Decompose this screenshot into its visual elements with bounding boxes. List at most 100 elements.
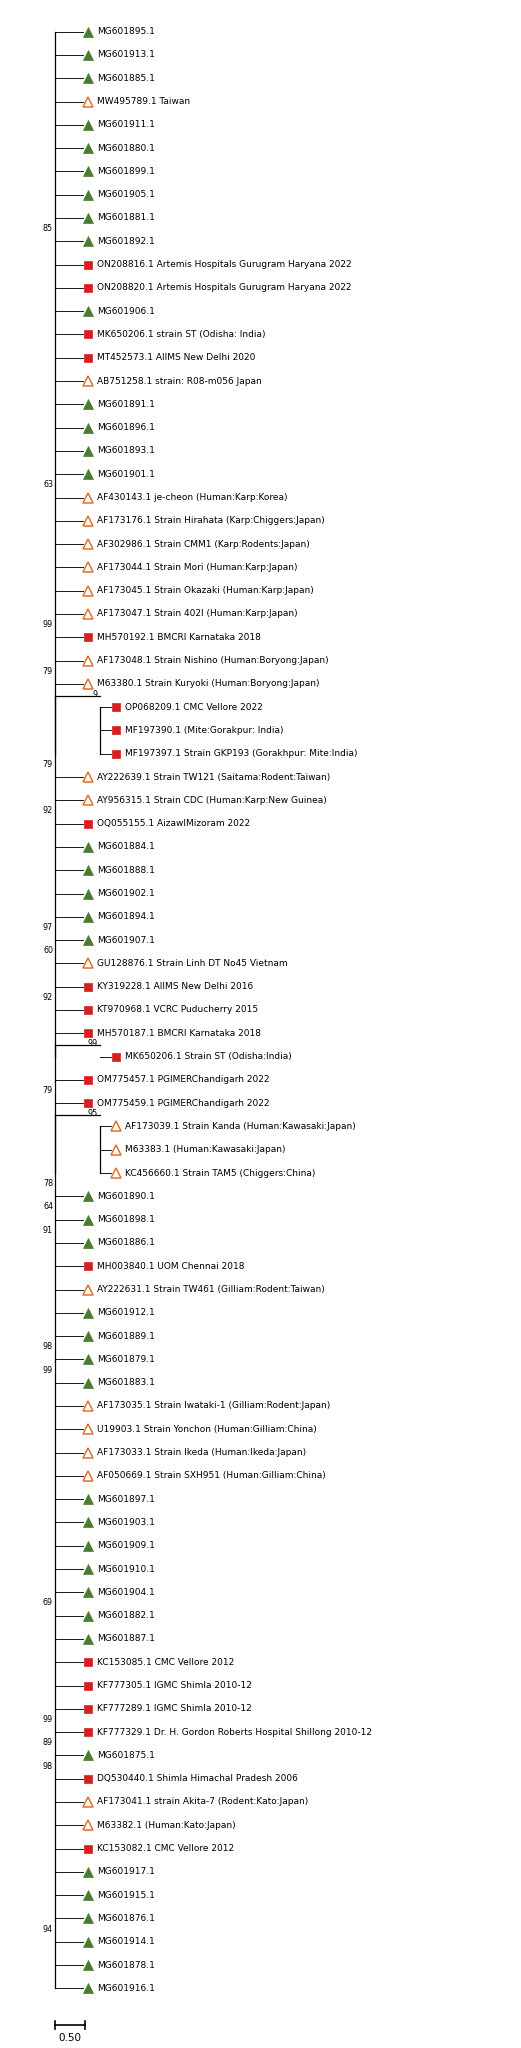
Text: 78: 78: [43, 1180, 53, 1188]
Text: M63383.1 (Human:Kawasaki:Japan): M63383.1 (Human:Kawasaki:Japan): [125, 1145, 286, 1155]
Text: OM775459.1 PGIMERChandigarh 2022: OM775459.1 PGIMERChandigarh 2022: [97, 1098, 269, 1108]
Text: KC456660.1 Strain TAM5 (Chiggers:China): KC456660.1 Strain TAM5 (Chiggers:China): [125, 1169, 315, 1178]
Text: AF302986.1 Strain CMM1 (Karp:Rodents:Japan): AF302986.1 Strain CMM1 (Karp:Rodents:Jap…: [97, 539, 310, 549]
Text: 94: 94: [43, 1925, 53, 1933]
Text: MG601884.1: MG601884.1: [97, 842, 155, 852]
Text: 98: 98: [43, 1341, 53, 1352]
Text: OQ055155.1 AizawlMizoram 2022: OQ055155.1 AizawlMizoram 2022: [97, 819, 250, 827]
Text: KC153082.1 CMC Vellore 2012: KC153082.1 CMC Vellore 2012: [97, 1843, 234, 1853]
Text: MG601880.1: MG601880.1: [97, 143, 155, 154]
Text: MF197397.1 Strain GKP193 (Gorakhpur: Mite:India): MF197397.1 Strain GKP193 (Gorakhpur: Mit…: [125, 750, 357, 758]
Text: AF173044.1 Strain Mori (Human:Karp:Japan): AF173044.1 Strain Mori (Human:Karp:Japan…: [97, 563, 297, 571]
Text: AB751258.1 strain: R08-m056 Japan: AB751258.1 strain: R08-m056 Japan: [97, 377, 262, 385]
Text: AY222631.1 Strain TW461 (Gilliam:Rodent:Taiwan): AY222631.1 Strain TW461 (Gilliam:Rodent:…: [97, 1284, 325, 1294]
Text: MG601890.1: MG601890.1: [97, 1192, 155, 1200]
Text: MG601897.1: MG601897.1: [97, 1495, 155, 1503]
Text: MG601896.1: MG601896.1: [97, 424, 155, 432]
Text: MG601881.1: MG601881.1: [97, 213, 155, 223]
Text: 89: 89: [43, 1739, 53, 1747]
Text: MG601907.1: MG601907.1: [97, 936, 155, 944]
Text: MK650206.1 strain ST (Odisha: India): MK650206.1 strain ST (Odisha: India): [97, 330, 266, 340]
Text: AF173033.1 Strain Ikeda (Human:Ikeda:Japan): AF173033.1 Strain Ikeda (Human:Ikeda:Jap…: [97, 1448, 306, 1456]
Text: MG601879.1: MG601879.1: [97, 1356, 155, 1364]
Text: MG601885.1: MG601885.1: [97, 74, 155, 82]
Text: MG601913.1: MG601913.1: [97, 51, 155, 59]
Text: ON208820.1 Artemis Hospitals Gurugram Haryana 2022: ON208820.1 Artemis Hospitals Gurugram Ha…: [97, 283, 352, 293]
Text: MG601876.1: MG601876.1: [97, 1915, 155, 1923]
Text: 79: 79: [43, 668, 53, 676]
Text: 85: 85: [43, 223, 53, 233]
Text: MG601894.1: MG601894.1: [97, 911, 155, 922]
Text: KC153085.1 CMC Vellore 2012: KC153085.1 CMC Vellore 2012: [97, 1657, 234, 1667]
Text: MG601916.1: MG601916.1: [97, 1985, 155, 1993]
Text: KF777329.1 Dr. H. Gordon Roberts Hospital Shillong 2010-12: KF777329.1 Dr. H. Gordon Roberts Hospita…: [97, 1729, 372, 1737]
Text: MH570187.1 BMCRI Karnataka 2018: MH570187.1 BMCRI Karnataka 2018: [97, 1028, 261, 1038]
Text: MT452573.1 AIIMS New Delhi 2020: MT452573.1 AIIMS New Delhi 2020: [97, 352, 255, 362]
Text: 99: 99: [43, 1714, 53, 1724]
Text: MG601914.1: MG601914.1: [97, 1937, 155, 1946]
Text: MG601893.1: MG601893.1: [97, 446, 155, 455]
Text: AF173047.1 Strain 402I (Human:Karp:Japan): AF173047.1 Strain 402I (Human:Karp:Japan…: [97, 610, 297, 618]
Text: MG601911.1: MG601911.1: [97, 121, 155, 129]
Text: MG601891.1: MG601891.1: [97, 399, 155, 410]
Text: U19903.1 Strain Yonchon (Human:Gilliam:China): U19903.1 Strain Yonchon (Human:Gilliam:C…: [97, 1425, 317, 1434]
Text: 92: 92: [43, 993, 53, 1001]
Text: MG601878.1: MG601878.1: [97, 1960, 155, 1970]
Text: MG601915.1: MG601915.1: [97, 1890, 155, 1901]
Text: MG601895.1: MG601895.1: [97, 27, 155, 37]
Text: AF173039.1 Strain Kanda (Human:Kawasaki:Japan): AF173039.1 Strain Kanda (Human:Kawasaki:…: [125, 1122, 356, 1130]
Text: AY956315.1 Strain CDC (Human:Karp:New Guinea): AY956315.1 Strain CDC (Human:Karp:New Gu…: [97, 797, 327, 805]
Text: 60: 60: [43, 946, 53, 954]
Text: GU128876.1 Strain Linh DT No45 Vietnam: GU128876.1 Strain Linh DT No45 Vietnam: [97, 958, 288, 969]
Text: MG601892.1: MG601892.1: [97, 238, 155, 246]
Text: 95: 95: [88, 1110, 98, 1118]
Text: MG601882.1: MG601882.1: [97, 1612, 155, 1620]
Text: MG601899.1: MG601899.1: [97, 166, 155, 176]
Text: MG601889.1: MG601889.1: [97, 1331, 155, 1341]
Text: M63382.1 (Human:Kato:Japan): M63382.1 (Human:Kato:Japan): [97, 1821, 235, 1829]
Text: MG601905.1: MG601905.1: [97, 190, 155, 199]
Text: MG601912.1: MG601912.1: [97, 1309, 155, 1317]
Text: AF430143.1 je-cheon (Human:Karp:Korea): AF430143.1 je-cheon (Human:Karp:Korea): [97, 494, 288, 502]
Text: MG601888.1: MG601888.1: [97, 866, 155, 874]
Text: MG601906.1: MG601906.1: [97, 307, 155, 315]
Text: MG601875.1: MG601875.1: [97, 1751, 155, 1759]
Text: 63: 63: [43, 481, 53, 489]
Text: MG601904.1: MG601904.1: [97, 1587, 155, 1597]
Text: 99: 99: [43, 621, 53, 629]
Text: MG601901.1: MG601901.1: [97, 469, 155, 479]
Text: KT970968.1 VCRC Puducherry 2015: KT970968.1 VCRC Puducherry 2015: [97, 1006, 258, 1014]
Text: MW495789.1 Taiwan: MW495789.1 Taiwan: [97, 96, 190, 106]
Text: MG601902.1: MG601902.1: [97, 889, 155, 897]
Text: KY319228.1 AIIMS New Delhi 2016: KY319228.1 AIIMS New Delhi 2016: [97, 983, 253, 991]
Text: AF173035.1 Strain Iwataki-1 (Gilliam:Rodent:Japan): AF173035.1 Strain Iwataki-1 (Gilliam:Rod…: [97, 1401, 330, 1411]
Text: MH570192.1 BMCRI Karnataka 2018: MH570192.1 BMCRI Karnataka 2018: [97, 633, 261, 641]
Text: 99: 99: [43, 1366, 53, 1374]
Text: 0.50: 0.50: [58, 2034, 81, 2044]
Text: DQ530440.1 Shimla Himachal Pradesh 2006: DQ530440.1 Shimla Himachal Pradesh 2006: [97, 1774, 298, 1784]
Text: AF173176.1 Strain Hirahata (Karp:Chiggers:Japan): AF173176.1 Strain Hirahata (Karp:Chigger…: [97, 516, 325, 526]
Text: MG601883.1: MG601883.1: [97, 1378, 155, 1386]
Text: MK650206.1 Strain ST (Odisha:India): MK650206.1 Strain ST (Odisha:India): [125, 1053, 292, 1061]
Text: KF777305.1 IGMC Shimla 2010-12: KF777305.1 IGMC Shimla 2010-12: [97, 1681, 252, 1690]
Text: M63380.1 Strain Kuryoki (Human:Boryong:Japan): M63380.1 Strain Kuryoki (Human:Boryong:J…: [97, 680, 319, 688]
Text: AF173045.1 Strain Okazaki (Human:Karp:Japan): AF173045.1 Strain Okazaki (Human:Karp:Ja…: [97, 586, 314, 596]
Text: AF050669.1 Strain SXH951 (Human:Gilliam:China): AF050669.1 Strain SXH951 (Human:Gilliam:…: [97, 1470, 326, 1481]
Text: 79: 79: [43, 760, 53, 768]
Text: MG601910.1: MG601910.1: [97, 1565, 155, 1573]
Text: 97: 97: [43, 924, 53, 932]
Text: MG601909.1: MG601909.1: [97, 1542, 155, 1550]
Text: KF777289.1 IGMC Shimla 2010-12: KF777289.1 IGMC Shimla 2010-12: [97, 1704, 252, 1714]
Text: MG601917.1: MG601917.1: [97, 1868, 155, 1876]
Text: 99: 99: [88, 1040, 98, 1049]
Text: 9: 9: [93, 690, 98, 698]
Text: 64: 64: [43, 1202, 53, 1212]
Text: MG601898.1: MG601898.1: [97, 1214, 155, 1225]
Text: OM775457.1 PGIMERChandigarh 2022: OM775457.1 PGIMERChandigarh 2022: [97, 1075, 269, 1083]
Text: 69: 69: [43, 1599, 53, 1608]
Text: 79: 79: [43, 1085, 53, 1096]
Text: MF197390.1 (Mite:Gorakpur: India): MF197390.1 (Mite:Gorakpur: India): [125, 725, 283, 735]
Text: MH003840.1 UOM Chennai 2018: MH003840.1 UOM Chennai 2018: [97, 1262, 244, 1270]
Text: 98: 98: [43, 1761, 53, 1772]
Text: AY222639.1 Strain TW121 (Saitama:Rodent:Taiwan): AY222639.1 Strain TW121 (Saitama:Rodent:…: [97, 772, 330, 782]
